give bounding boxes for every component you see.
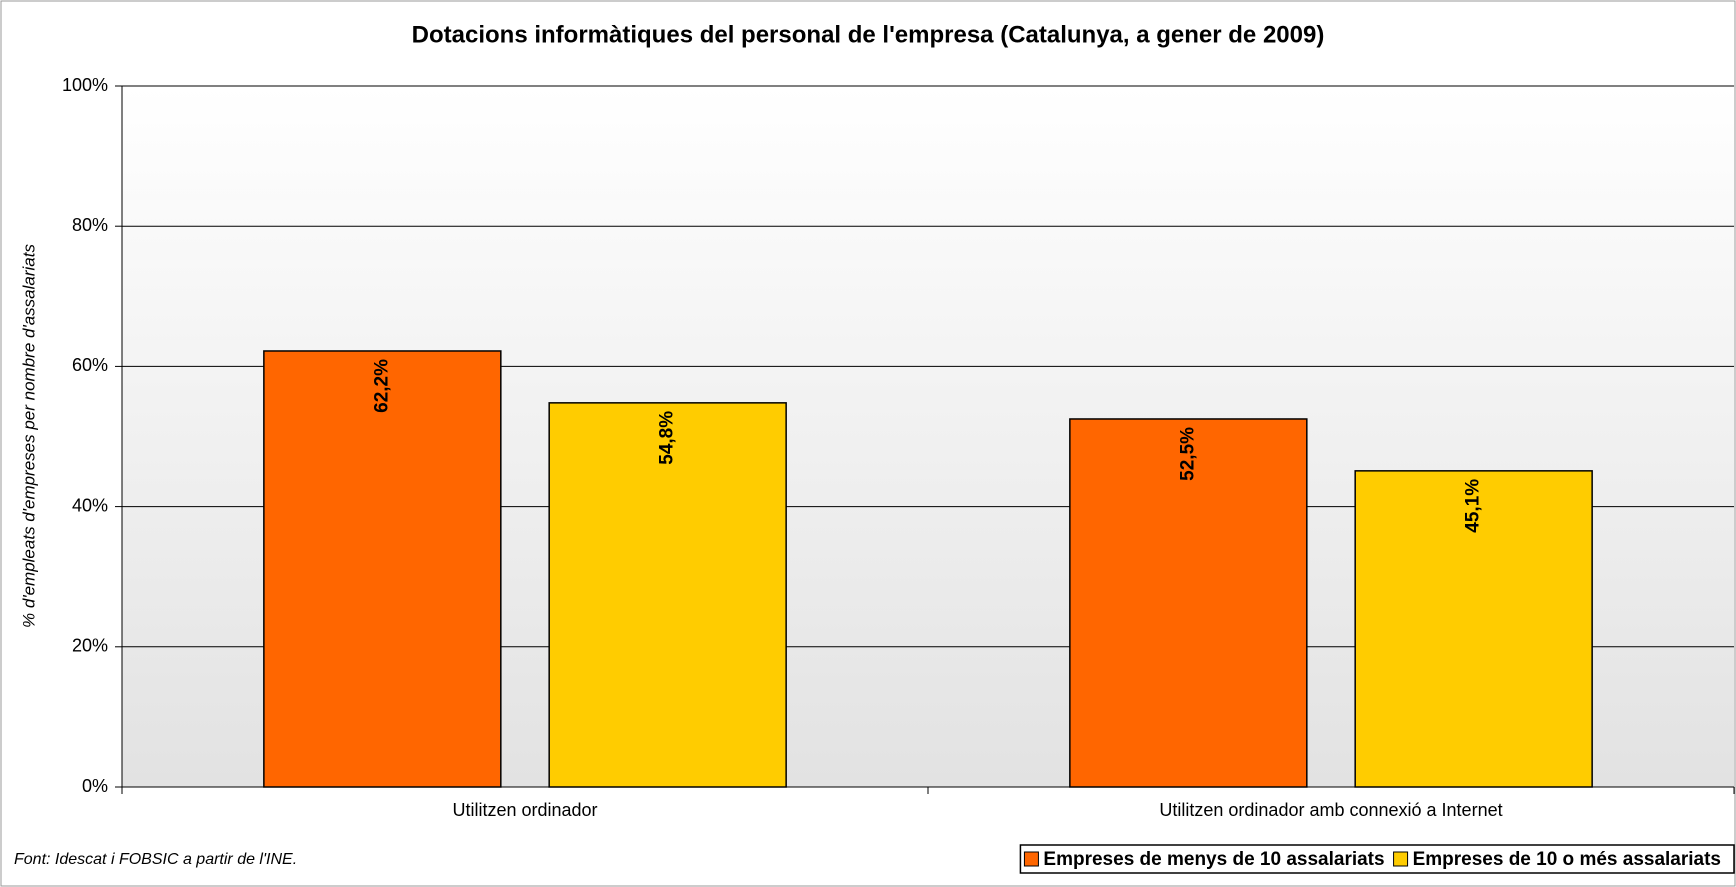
y-tick-label: 40% (72, 495, 108, 515)
y-tick-label: 100% (62, 75, 108, 95)
legend-swatch (1393, 851, 1409, 867)
y-tick-label: 20% (72, 636, 108, 656)
legend-label: Empreses de 10 o més assalariats (1413, 849, 1721, 870)
y-tick-label: 60% (72, 355, 108, 375)
chart-title: Dotacions informàtiques del personal de … (412, 21, 1325, 48)
bar (263, 350, 502, 788)
data-label: 45,1% (1463, 479, 1484, 533)
legend-swatch (1023, 851, 1039, 867)
legend-label: Empreses de menys de 10 assalariats (1043, 849, 1384, 870)
source-note: Font: Idescat i FOBSIC a partir de l'INE… (14, 851, 297, 868)
y-tick-label: 80% (72, 215, 108, 235)
legend-box (1019, 844, 1735, 874)
data-label: 52,5% (1177, 427, 1198, 481)
data-label: 54,8% (657, 411, 678, 465)
data-label: 62,2% (371, 359, 392, 413)
bar (548, 402, 787, 788)
bar (1069, 418, 1308, 788)
legend: Empreses de menys de 10 assalariats Empre… (1019, 844, 1735, 874)
x-tick-label: Utilitzen ordinador (452, 800, 597, 820)
y-tick-label: 0% (82, 776, 108, 796)
bar (1354, 470, 1593, 788)
y-axis-label: % d'empleats d'empreses per nombre d'ass… (19, 244, 38, 628)
x-tick-label: Utilitzen ordinador amb connexió a Inter… (1159, 800, 1502, 820)
